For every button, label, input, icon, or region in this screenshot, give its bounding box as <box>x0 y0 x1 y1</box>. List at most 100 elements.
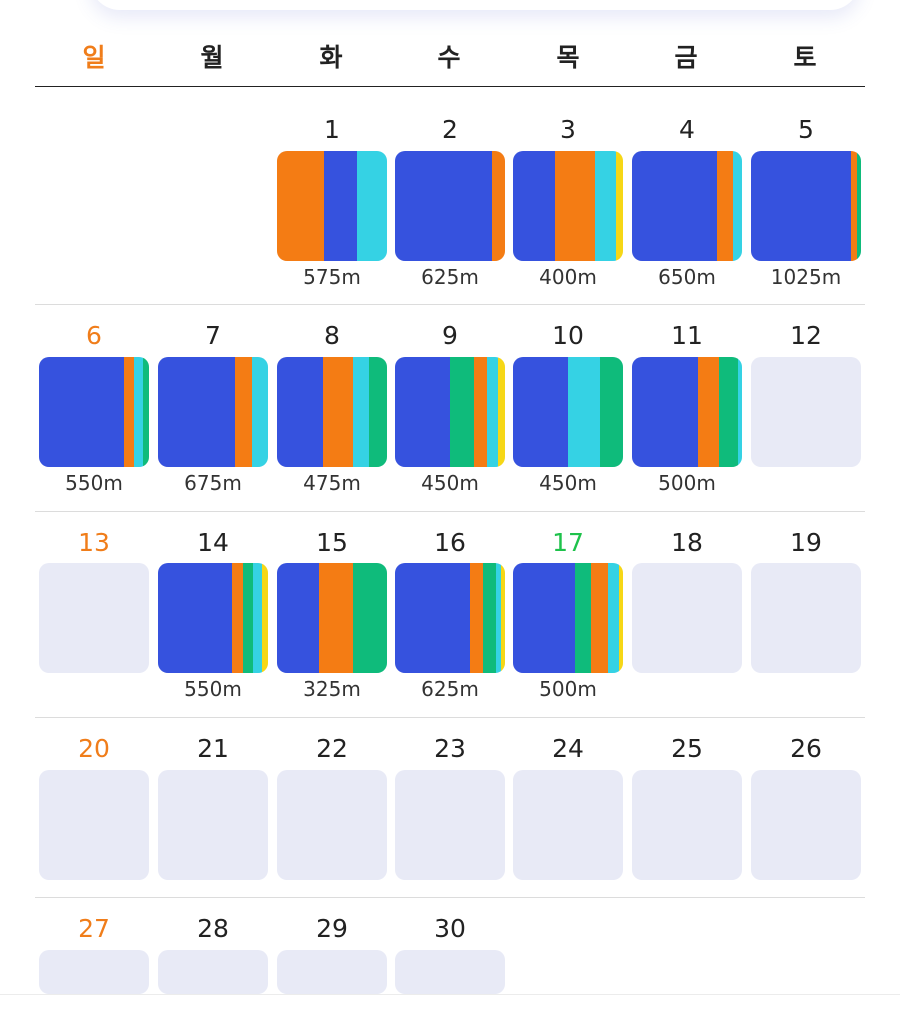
day-activity-tile[interactable] <box>277 770 387 880</box>
day-number: 27 <box>78 914 110 943</box>
day-activity-tile[interactable] <box>39 950 149 994</box>
day-distance: 450m <box>539 471 597 495</box>
day-number: 25 <box>671 734 703 763</box>
day-activity-tile[interactable] <box>632 357 742 467</box>
activity-segment-orange <box>277 151 325 261</box>
day-activity-tile[interactable] <box>277 950 387 994</box>
day-number: 5 <box>798 115 814 144</box>
weekday-mon: 월 <box>200 43 224 72</box>
activity-segment-blue <box>395 563 470 673</box>
activity-segment-orange <box>474 357 488 467</box>
day-number: 11 <box>671 321 703 350</box>
day-activity-tile[interactable] <box>513 563 623 673</box>
activity-segment-green <box>574 563 592 673</box>
activity-segment-orange <box>554 151 596 261</box>
day-activity-tile[interactable] <box>395 151 505 261</box>
activity-segment-green <box>450 357 475 467</box>
activity-segment-cyan <box>133 357 144 467</box>
day-activity-tile[interactable] <box>751 151 861 261</box>
day-number: 8 <box>324 321 340 350</box>
day-activity-tile[interactable] <box>395 563 505 673</box>
week-divider <box>35 897 865 898</box>
activity-segment-blue <box>395 151 492 261</box>
day-distance: 500m <box>658 471 716 495</box>
day-distance: 1025m <box>770 265 842 289</box>
day-number: 16 <box>434 528 466 557</box>
day-number: 22 <box>316 734 348 763</box>
day-number: 7 <box>205 321 221 350</box>
activity-segment-orange <box>591 563 608 673</box>
activity-segment-yellow <box>498 357 505 467</box>
day-distance: 475m <box>303 471 361 495</box>
day-number: 30 <box>434 914 466 943</box>
day-activity-tile[interactable] <box>395 770 505 880</box>
activity-segment-orange <box>491 151 505 261</box>
day-activity-tile[interactable] <box>632 770 742 880</box>
day-number: 24 <box>552 734 584 763</box>
weekday-sun: 일 <box>82 43 106 72</box>
day-number: 4 <box>679 115 695 144</box>
day-distance: 625m <box>421 265 479 289</box>
activity-segment-cyan <box>733 151 742 261</box>
activity-segment-cyan <box>568 357 600 467</box>
activity-segment-orange <box>469 563 483 673</box>
activity-segment-green <box>599 357 623 467</box>
day-distance: 400m <box>539 265 597 289</box>
day-activity-tile[interactable] <box>39 563 149 673</box>
day-activity-tile[interactable] <box>513 357 623 467</box>
day-distance: 575m <box>303 265 361 289</box>
day-activity-tile[interactable] <box>632 151 742 261</box>
day-activity-tile[interactable] <box>277 357 387 467</box>
activity-segment-blue <box>277 357 324 467</box>
activity-segment-blue <box>632 151 717 261</box>
day-activity-tile[interactable] <box>632 563 742 673</box>
activity-segment-orange <box>323 357 353 467</box>
day-activity-tile[interactable] <box>277 151 387 261</box>
activity-segment-cyan <box>252 563 263 673</box>
activity-segment-yellow <box>618 563 623 673</box>
activity-segment-green <box>482 563 497 673</box>
weekday-thu: 목 <box>556 43 580 72</box>
day-distance: 325m <box>303 677 361 701</box>
day-activity-tile[interactable] <box>39 357 149 467</box>
day-number: 2 <box>442 115 458 144</box>
weekday-wed: 수 <box>437 43 461 72</box>
day-number: 6 <box>86 321 102 350</box>
day-activity-tile[interactable] <box>158 770 268 880</box>
day-activity-tile[interactable] <box>158 563 268 673</box>
day-activity-tile[interactable] <box>158 950 268 994</box>
day-number: 10 <box>552 321 584 350</box>
day-activity-tile[interactable] <box>513 770 623 880</box>
day-number: 9 <box>442 321 458 350</box>
day-number: 17 <box>552 528 584 557</box>
day-activity-tile[interactable] <box>513 151 623 261</box>
day-activity-tile[interactable] <box>277 563 387 673</box>
day-number: 23 <box>434 734 466 763</box>
day-activity-tile[interactable] <box>395 357 505 467</box>
day-activity-tile[interactable] <box>751 357 861 467</box>
activity-segment-green <box>369 357 387 467</box>
day-number: 12 <box>790 321 822 350</box>
activity-segment-cyan <box>496 563 501 673</box>
day-number: 15 <box>316 528 348 557</box>
day-activity-tile[interactable] <box>39 770 149 880</box>
activity-segment-orange <box>235 357 252 467</box>
activity-segment-yellow <box>262 563 268 673</box>
weekday-fri: 금 <box>674 43 698 72</box>
activity-segment-yellow <box>616 151 623 261</box>
activity-segment-cyan <box>487 357 499 467</box>
day-activity-tile[interactable] <box>751 563 861 673</box>
activity-segment-green <box>718 357 738 467</box>
weekday-header: 일 월 화 수 목 금 토 <box>35 28 865 87</box>
day-distance: 550m <box>184 677 242 701</box>
day-activity-tile[interactable] <box>395 950 505 994</box>
activity-segment-green <box>242 563 253 673</box>
activity-segment-blue <box>632 357 698 467</box>
week-divider <box>35 304 865 305</box>
day-distance: 650m <box>658 265 716 289</box>
day-number: 19 <box>790 528 822 557</box>
activity-segment-orange <box>123 357 134 467</box>
activity-segment-orange <box>231 563 243 673</box>
day-activity-tile[interactable] <box>158 357 268 467</box>
day-activity-tile[interactable] <box>751 770 861 880</box>
